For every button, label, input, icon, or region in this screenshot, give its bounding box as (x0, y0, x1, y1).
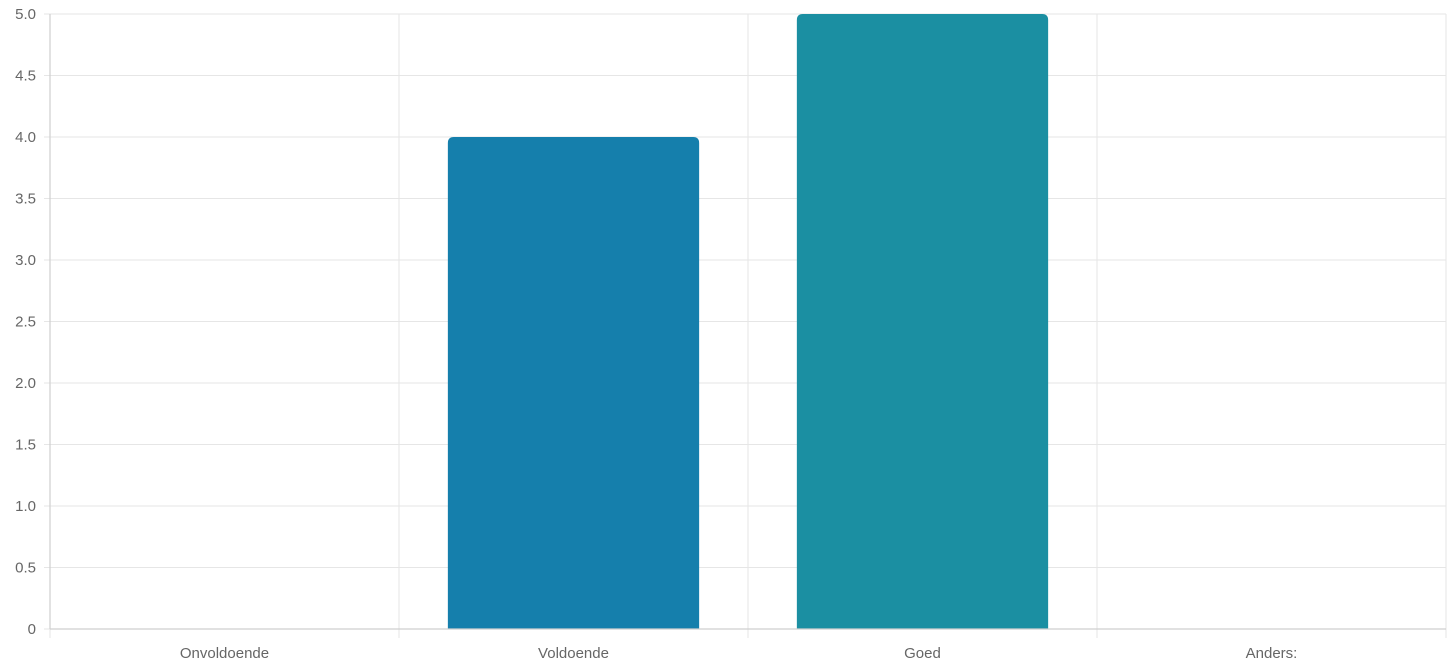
bar-voldoende (447, 137, 700, 629)
y-tick-label: 1.5 (15, 437, 36, 454)
y-tick-label: 5.0 (15, 6, 36, 23)
y-tick-label: 2.0 (15, 375, 36, 392)
grid-layer (44, 13, 1447, 638)
y-tick-label: 4.0 (15, 129, 36, 146)
y-tick-label: 0.5 (15, 560, 36, 577)
y-tick-label: 3.0 (15, 252, 36, 269)
x-tick-label: Anders: (1246, 645, 1298, 662)
bars-layer (447, 14, 1049, 629)
y-tick-label: 0 (28, 621, 36, 638)
y-tick-label: 3.5 (15, 191, 36, 208)
y-tick-label: 1.0 (15, 498, 36, 515)
labels-layer: 0 0.5 1.0 1.5 2.0 2.5 3.0 3.5 4.0 4.5 5.0 Onvoldoen… (15, 6, 1297, 662)
x-tick-label: Onvoldoende (180, 645, 269, 662)
bar-goed (796, 14, 1049, 629)
x-tick-label: Goed (904, 645, 941, 662)
y-tick-label: 4.5 (15, 68, 36, 85)
axis-layer (49, 14, 1446, 630)
x-tick-label: Voldoende (538, 645, 609, 662)
y-tick-label: 2.5 (15, 314, 36, 331)
